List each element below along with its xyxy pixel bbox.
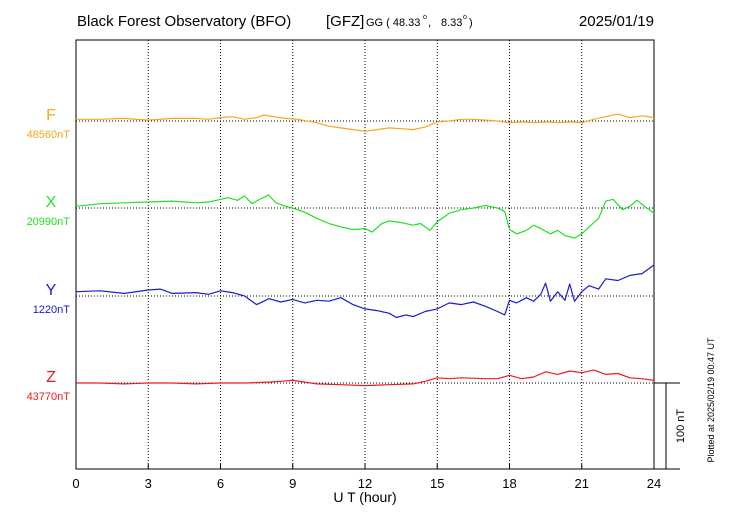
x-tick-label: 9 <box>289 476 296 491</box>
degree-mark-lat: o <box>423 14 427 21</box>
x-axis-label: U T (hour) <box>333 489 396 505</box>
coord-suffix: ) <box>469 17 473 29</box>
series-labels: F 48560nT X 20990nT Y 1220nT Z 43770nT <box>27 107 71 403</box>
series-name-y: Y <box>46 282 57 299</box>
plotted-note: Plotted at 2025/02/19 00:47 UT <box>706 337 716 463</box>
series-baseline-z: 43770nT <box>27 391 71 403</box>
scale-bar-label: 100 nT <box>675 409 687 444</box>
series-line-y <box>75 264 655 319</box>
series-name-x: X <box>46 194 57 211</box>
series-baseline-y: 1220nT <box>33 304 71 316</box>
chart-title: Black Forest Observatory (BFO) <box>77 13 291 30</box>
series-name-f: F <box>46 107 56 124</box>
series-group <box>75 113 655 387</box>
coord-separator: , <box>428 17 431 29</box>
x-tick-label: 24 <box>647 476 661 491</box>
series-name-z: Z <box>46 369 56 386</box>
x-tick-label: 12 <box>358 476 372 491</box>
x-tick-label: 15 <box>430 476 444 491</box>
x-tick-label: 0 <box>72 476 79 491</box>
network-label: [GFZ] <box>326 13 364 30</box>
series-baseline-x: 20990nT <box>27 216 71 228</box>
coord-lon: 8.33 <box>441 17 462 29</box>
series-line-f <box>76 113 655 132</box>
x-tick-label: 3 <box>145 476 152 491</box>
scale-bar: 100 nT <box>654 382 687 470</box>
degree-mark-lon: o <box>463 14 467 21</box>
series-baseline-f: 48560nT <box>27 129 71 141</box>
plot-frame <box>75 39 655 470</box>
x-tick-label: 18 <box>502 476 516 491</box>
chart-date: 2025/01/19 <box>579 13 654 30</box>
series-line-z <box>76 369 655 387</box>
x-tick-label: 21 <box>575 476 589 491</box>
coord-prefix: GG ( 48.33 <box>366 17 420 29</box>
grid-lines <box>147 40 583 469</box>
series-line-x <box>75 194 655 239</box>
x-axis-ticks: 0 3 6 9 12 15 18 21 24 <box>72 464 661 491</box>
x-tick-label: 6 <box>217 476 224 491</box>
